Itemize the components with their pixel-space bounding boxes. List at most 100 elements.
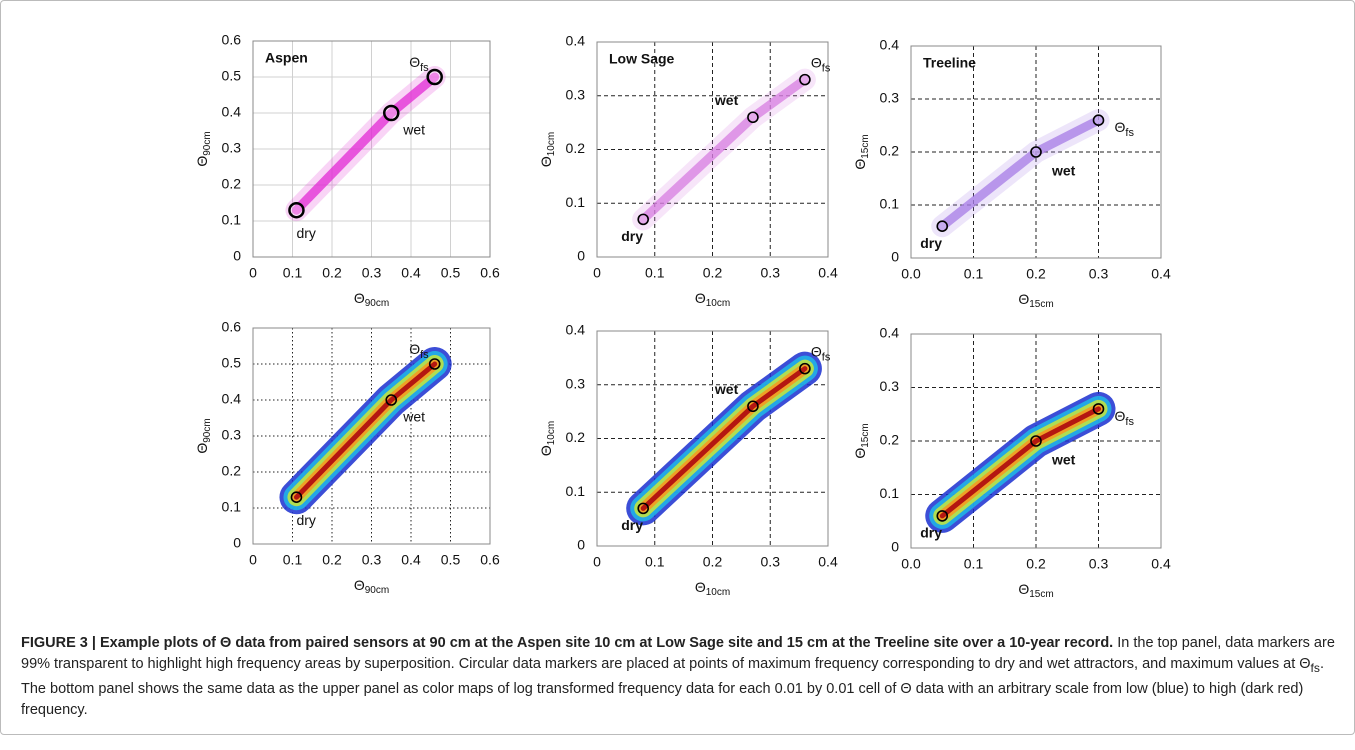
x-tick-label: 0.2 <box>1026 266 1046 282</box>
axis-label-sub: 15cm <box>1029 299 1053 310</box>
density-cloud <box>291 72 440 215</box>
point-label-sub: fs <box>420 62 429 74</box>
panel-title: Treeline <box>923 55 976 71</box>
y-tick-label: 0.4 <box>566 33 586 49</box>
axis-label-sub: 90cm <box>365 298 389 309</box>
attractor-point <box>290 491 303 504</box>
x-tick-label: 0.2 <box>1026 556 1046 572</box>
y-tick-label: 0.2 <box>880 432 900 448</box>
point-label: Θfs <box>811 343 831 363</box>
x-axis-label: Θ15cm <box>1018 291 1053 310</box>
y-tick-label: 0.3 <box>222 427 242 443</box>
y-tick-label: 0.2 <box>880 143 900 159</box>
axis-label-sub: 10cm <box>706 298 730 309</box>
x-tick-label: 0.1 <box>283 552 303 568</box>
y-tick-label: 0.1 <box>566 483 586 499</box>
x-tick-label: 0.3 <box>761 554 781 570</box>
point-label: Θfs <box>811 54 831 74</box>
x-tick-label: 0.5 <box>441 552 461 568</box>
panel: 0 0.1 0.2 0.3 0.4 0.5 0.6 0 0.1 0.2 0.3 0.4 0.5 0.6 dr… <box>194 319 500 596</box>
x-tick-label: 0.1 <box>964 266 984 282</box>
attractor-point <box>637 502 650 515</box>
density-cloud <box>937 115 1103 231</box>
x-tick-label: 0.3 <box>1089 556 1109 572</box>
x-tick-label: 0.1 <box>645 554 665 570</box>
point-label: Θfs <box>1115 408 1135 428</box>
axis-label-symbol: Θ <box>354 577 365 593</box>
attractor-point <box>383 104 400 122</box>
panel: 0 0.1 0.2 0.3 0.400.10.20.30.4drywetΘfsΘ10cm… <box>538 322 838 598</box>
plot-frame <box>596 41 829 258</box>
x-tick-label: 0.3 <box>1089 266 1109 282</box>
y-tick-label: 0.4 <box>222 391 242 407</box>
y-tick-label: 0 <box>233 535 241 551</box>
axis-label-symbol: Θ <box>695 290 706 306</box>
x-tick-label: 0.3 <box>362 265 382 281</box>
x-axis-label: Θ10cm <box>695 579 730 598</box>
x-tick-label: 0 <box>593 265 601 281</box>
y-tick-label: 0.3 <box>566 86 586 102</box>
axis-label-sub: 15cm <box>1029 589 1053 600</box>
point-label-sub: fs <box>1125 127 1134 139</box>
y-tick-label: 0.4 <box>566 322 586 338</box>
attractor-point <box>1030 146 1042 158</box>
attractor-point <box>747 111 759 124</box>
panel-title: Aspen <box>265 50 308 66</box>
point-label: wet <box>402 409 425 425</box>
y-tick-label: 0.3 <box>880 378 900 394</box>
y-tick-label: 0.2 <box>222 463 242 479</box>
x-tick-label: 0.6 <box>480 265 500 281</box>
y-tick-label: 0.4 <box>880 37 900 53</box>
plot-frame <box>910 333 1162 549</box>
y-axis-label: Θ90cm <box>194 131 213 166</box>
axis-label-sub: 10cm <box>546 132 557 156</box>
axis-label-sub: 90cm <box>202 131 213 155</box>
plots: 0 0.1 0.2 0.3 0.4 0.5 0.6 0 0.1 0.2 0.3 0.4 0.5 0.6 As… <box>194 32 1171 600</box>
plot-frame <box>910 45 1162 259</box>
panel-title: Low Sage <box>609 51 675 67</box>
y-axis-label: Θ15cm <box>852 423 871 458</box>
y-axis-label: Θ15cm <box>852 134 871 169</box>
x-tick-label: 0.5 <box>441 265 461 281</box>
x-tick-label: 0.4 <box>401 265 421 281</box>
y-tick-label: 0.1 <box>222 212 242 228</box>
caption-title: FIGURE 3 | Example plots of Θ data from … <box>21 635 1114 651</box>
point-label: dry <box>621 517 643 533</box>
attractor-point <box>637 213 650 226</box>
attractor-point <box>799 362 811 375</box>
point-label: dry <box>296 225 315 241</box>
attractor-point <box>426 68 443 86</box>
point-label-symbol: Θ <box>409 341 420 357</box>
caption-body: In the top panel, data markers are 99% t… <box>21 635 1335 672</box>
point-label: Θfs <box>409 54 429 74</box>
attractor-point <box>1030 435 1042 447</box>
density-cloud <box>939 406 1101 519</box>
panel: 0.0 0.1 0.2 0.3 0.4 0 0.1 0.2 0.3 0.4 Treeline dry w… <box>852 37 1171 310</box>
plot-frame <box>596 330 829 547</box>
x-tick-label: 0.4 <box>1151 556 1171 572</box>
point-label: Θfs <box>409 341 429 361</box>
x-tick-label: 0.2 <box>703 265 723 281</box>
panel: 0 0.1 0.2 0.3 0.4 0 0.1 0.2 0.3 0.4 Low Sage dry wet… <box>538 33 838 309</box>
point-label: dry <box>296 512 315 528</box>
point-label: wet <box>1051 452 1076 468</box>
x-tick-label: 0.2 <box>322 552 342 568</box>
y-tick-label: 0.1 <box>880 196 900 212</box>
point-label: wet <box>402 122 425 138</box>
x-tick-label: 0.4 <box>1151 266 1171 282</box>
point-label-sub: fs <box>822 63 831 75</box>
y-tick-label: 0.2 <box>566 140 586 156</box>
panel: 0 0.1 0.2 0.3 0.4 0.5 0.6 0 0.1 0.2 0.3 0.4 0.5 0.6 As… <box>194 32 500 309</box>
y-axis-label: Θ10cm <box>538 421 557 456</box>
density-cloud <box>640 366 808 511</box>
attractor-point <box>936 220 949 232</box>
y-tick-label: 0.3 <box>880 90 900 106</box>
x-tick-label: 0.3 <box>761 265 781 281</box>
y-tick-label: 0.1 <box>566 194 586 210</box>
density-cloud <box>638 75 810 224</box>
point-label-symbol: Θ <box>1115 408 1126 424</box>
axis-label-sub: 15cm <box>860 423 871 447</box>
y-tick-label: 0.5 <box>222 68 242 84</box>
panel: 0.0 0.1 0.2 0.3 0.400.10.20.30.4drywetΘfsΘ15… <box>852 325 1171 600</box>
